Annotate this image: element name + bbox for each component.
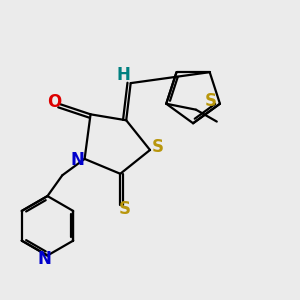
Text: N: N [38, 250, 51, 268]
Text: O: O [47, 93, 61, 111]
Text: S: S [152, 138, 164, 156]
Text: S: S [119, 200, 131, 217]
Text: H: H [116, 66, 130, 84]
Text: N: N [70, 151, 84, 169]
Text: S: S [205, 92, 217, 110]
